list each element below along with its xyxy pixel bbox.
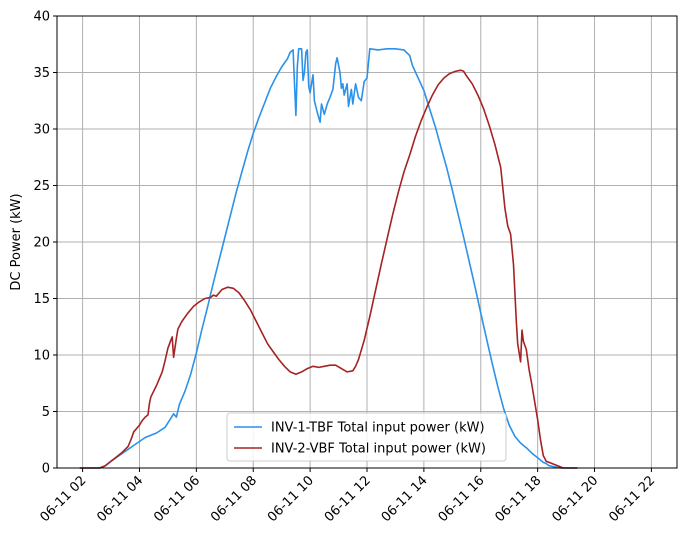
y-axis-ticks: 0 5 10 15 20 25 30 35 40 [33,10,57,477]
y-tick-label: 40 [33,10,50,25]
y-axis-label: DC Power (kW) [9,193,24,290]
grid-lines [57,15,677,469]
x-tick-label: 06-11 12 [322,473,374,525]
y-tick-label: 35 [33,66,50,81]
series-line-2 [79,69,578,469]
y-tick-label: 20 [33,236,50,251]
legend-label-1: INV-1-TBF Total input power (kW) [271,421,485,436]
x-tick-label: 06-11 22 [606,473,658,525]
y-tick-label: 15 [33,292,50,307]
x-tick-label: 06-11 06 [151,473,203,525]
legend-box [226,412,507,462]
series-line-1 [79,48,578,469]
x-tick-label: 06-11 16 [436,473,488,525]
y-tick-label: 0 [42,462,50,477]
series-layer [79,48,578,469]
x-tick-label: 06-11 14 [379,473,431,525]
x-tick-label: 06-11 08 [208,473,260,525]
legend-label-2: INV-2-VBF Total input power (kW) [271,442,486,457]
y-tick-label: 10 [33,349,50,364]
y-tick-label: 30 [33,123,50,138]
x-tick-label: 06-11 20 [549,473,601,525]
legend: INV-1-TBF Total input power (kW) INV-2-VB… [226,412,507,462]
x-tick-label: 06-11 18 [493,473,545,525]
x-tick-label: 06-11 10 [265,473,317,525]
x-axis-ticks: 06-11 02 06-11 04 06-11 06 06-11 08 06-11 10… [37,468,658,525]
y-tick-label: 5 [42,405,50,420]
x-tick-label: 06-11 04 [94,473,146,525]
y-tick-label: 25 [33,179,50,194]
x-tick-label: 06-11 02 [37,473,89,525]
